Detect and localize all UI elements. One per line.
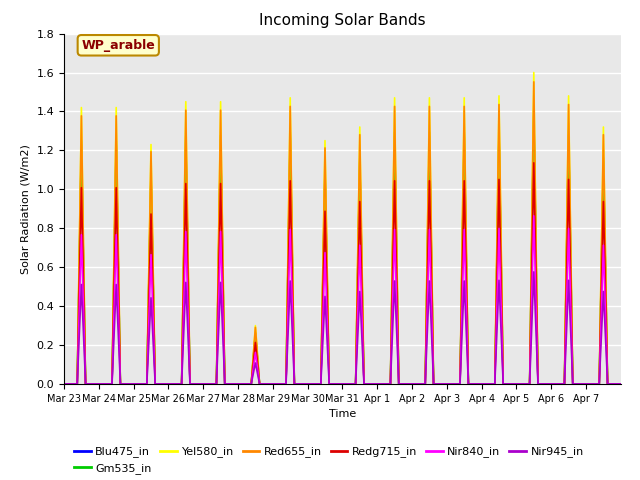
Nir945_in	[459, 308, 467, 314]
Title: Incoming Solar Bands: Incoming Solar Bands	[259, 13, 426, 28]
Gm535_in	[530, 107, 538, 113]
Redg715_in	[429, 369, 437, 374]
Redg715_in	[459, 237, 467, 243]
Red655_in	[94, 381, 102, 387]
Blu475_in	[94, 381, 102, 387]
Yel580_in	[459, 179, 467, 184]
Text: WP_arable: WP_arable	[81, 39, 155, 52]
Yel580_in	[360, 369, 367, 375]
Red655_in	[530, 79, 538, 85]
Gm535_in	[353, 322, 360, 328]
Blu475_in	[459, 206, 467, 212]
Y-axis label: Solar Radiation (W/m2): Solar Radiation (W/m2)	[21, 144, 31, 274]
Nir945_in	[530, 269, 538, 275]
Gm535_in	[60, 381, 68, 387]
Yel580_in	[429, 363, 437, 369]
Yel580_in	[60, 381, 68, 387]
Red655_in	[603, 320, 611, 325]
Redg715_in	[530, 160, 538, 166]
Yel580_in	[94, 381, 102, 387]
Gm535_in	[429, 366, 437, 372]
Nir840_in	[603, 347, 611, 353]
Red655_in	[459, 185, 467, 191]
Red655_in	[353, 316, 360, 322]
Nir945_in	[360, 377, 367, 383]
Nir840_in	[530, 213, 538, 219]
Nir945_in	[616, 381, 624, 387]
Nir840_in	[60, 381, 68, 387]
Yel580_in	[603, 318, 611, 324]
Line: Yel580_in: Yel580_in	[64, 72, 620, 384]
Gm535_in	[360, 371, 367, 376]
Redg715_in	[60, 381, 68, 387]
Nir840_in	[353, 345, 360, 350]
Line: Nir840_in: Nir840_in	[64, 216, 620, 384]
Yel580_in	[530, 70, 538, 75]
Redg715_in	[603, 336, 611, 342]
Blu475_in	[353, 323, 360, 329]
Red655_in	[60, 381, 68, 387]
Nir945_in	[429, 375, 437, 381]
Nir840_in	[429, 372, 437, 377]
Nir840_in	[360, 375, 367, 381]
Nir945_in	[603, 359, 611, 364]
Red655_in	[360, 370, 367, 375]
Blu475_in	[616, 381, 624, 387]
Line: Blu475_in: Blu475_in	[64, 115, 620, 384]
Blu475_in	[530, 112, 538, 118]
Redg715_in	[616, 381, 624, 387]
Gm535_in	[616, 381, 624, 387]
Yel580_in	[616, 381, 624, 387]
Gm535_in	[94, 381, 102, 387]
Nir945_in	[60, 381, 68, 387]
Blu475_in	[603, 326, 611, 332]
Redg715_in	[360, 372, 367, 378]
Nir840_in	[459, 272, 467, 277]
Nir840_in	[94, 381, 102, 387]
Legend: Blu475_in, Gm535_in, Yel580_in, Red655_in, Redg715_in, Nir840_in, Nir945_in: Blu475_in, Gm535_in, Yel580_in, Red655_i…	[70, 442, 588, 479]
Line: Redg715_in: Redg715_in	[64, 163, 620, 384]
Nir945_in	[94, 381, 102, 387]
Line: Nir945_in: Nir945_in	[64, 272, 620, 384]
Red655_in	[616, 381, 624, 387]
Yel580_in	[353, 314, 360, 320]
Gm535_in	[459, 203, 467, 209]
Redg715_in	[94, 381, 102, 387]
Red655_in	[429, 364, 437, 370]
X-axis label: Time: Time	[329, 409, 356, 419]
Line: Gm535_in: Gm535_in	[64, 110, 620, 384]
Nir945_in	[353, 357, 360, 363]
Blu475_in	[60, 381, 68, 387]
Gm535_in	[603, 325, 611, 331]
Line: Red655_in: Red655_in	[64, 82, 620, 384]
Blu475_in	[429, 366, 437, 372]
Redg715_in	[353, 334, 360, 339]
Nir840_in	[616, 381, 624, 387]
Blu475_in	[360, 371, 367, 377]
